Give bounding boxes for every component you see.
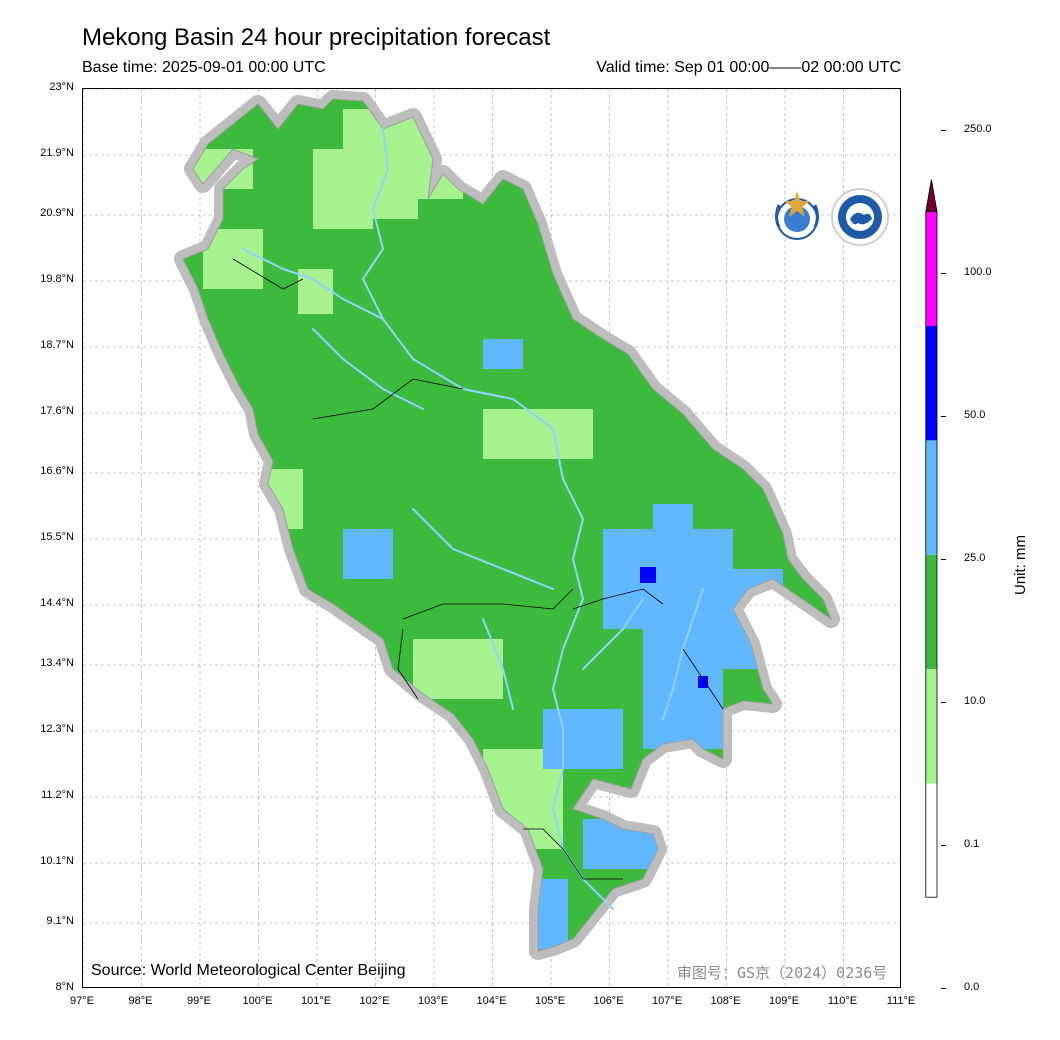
colorbar-tick [941,416,946,417]
lon-tick-label: 101°E [300,995,332,1007]
colorbar-tick-label: 250.0 [964,123,992,135]
lat-tick-label: 19.8°N [40,273,74,285]
precip-field-25-50 [343,339,783,949]
basin-outline [182,98,833,952]
lon-tick-label: 105°E [534,995,566,1007]
colorbar-tick [941,273,946,274]
lat-tick-label: 17.6°N [40,405,74,417]
colorbar-segment [925,211,937,326]
colorbar-tick [941,130,946,131]
lon-tick-label: 108°E [710,995,741,1007]
lat-tick-label: 23°N [49,81,74,93]
colorbar-tick-label: 25.0 [964,552,986,564]
cma-logo [830,187,889,246]
base-time: Base time: 2025-09-01 00:00 UTC [82,59,326,76]
lat-tick-label: 21.9°N [40,147,74,159]
colorbar-extend-arrow [925,179,938,212]
colorbar-segment [925,326,937,441]
lon-tick-label: 100°E [242,995,273,1007]
lat-tick-label: 9.1°N [46,915,74,927]
colorbar-segment [925,440,937,555]
colorbar-tick [941,988,946,989]
lat-tick-label: 20.9°N [40,207,74,219]
lon-tick-label: 110°E [827,995,858,1007]
lat-tick-label: 16.6°N [40,465,74,477]
lat-tick-label: 13.4°N [40,657,74,669]
colorbar-tick [941,702,946,703]
colorbar-tick-label: 100.0 [964,266,992,278]
lon-tick-label: 104°E [476,995,507,1007]
colorbar-tick [941,845,946,846]
lon-tick-label: 98°E [128,995,153,1007]
lon-tick-label: 99°E [187,995,211,1007]
map-title: Mekong Basin 24 hour precipitation forec… [82,24,551,51]
colorbar-segment [925,783,937,898]
river-network [242,128,704,910]
lon-tick-label: 111°E [886,995,916,1007]
lon-tick-label: 109°E [768,995,800,1007]
lon-tick-label: 103°E [417,995,449,1007]
lat-tick-label: 14.4°N [40,597,74,609]
map-approval-number: 审图号：GS京（2024）0236号 [677,964,888,982]
lon-tick-label: 102°E [359,995,390,1007]
colorbar-tick-label: 0.0 [964,981,980,993]
precip-field-50-100 [640,567,708,688]
lat-tick-label: 10.1°N [40,855,74,867]
colorbar-border [925,211,938,898]
lat-tick-label: 15.5°N [40,531,74,543]
colorbar-tick-label: 50.0 [964,409,986,421]
lat-tick-label: 18.7°N [40,339,74,351]
map-panel [82,88,901,988]
wmo-logo [769,187,825,243]
basin-map [83,89,900,987]
colorbar-tick-label: 0.1 [964,838,980,850]
lon-tick-label: 106°E [593,995,624,1007]
lat-tick-label: 12.3°N [40,723,74,735]
country-borders [232,258,724,880]
lon-tick-label: 97°E [70,995,94,1007]
valid-time: Valid time: Sep 01 00:00——02 00:00 UTC [596,59,901,76]
lat-tick-label: 8°N [55,981,74,993]
colorbar-segment [925,669,937,784]
colorbar-segment [925,554,937,670]
lon-tick-label: 107°E [651,995,683,1007]
lat-tick-label: 11.2°N [41,789,74,801]
source-credit: Source: World Meteorological Center Beij… [91,962,406,979]
colorbar-tick-label: 10.0 [964,695,986,707]
unit-label: Unit: mm [1012,535,1029,595]
precipitation-colorbar [925,179,938,898]
colorbar-tick [941,559,946,560]
